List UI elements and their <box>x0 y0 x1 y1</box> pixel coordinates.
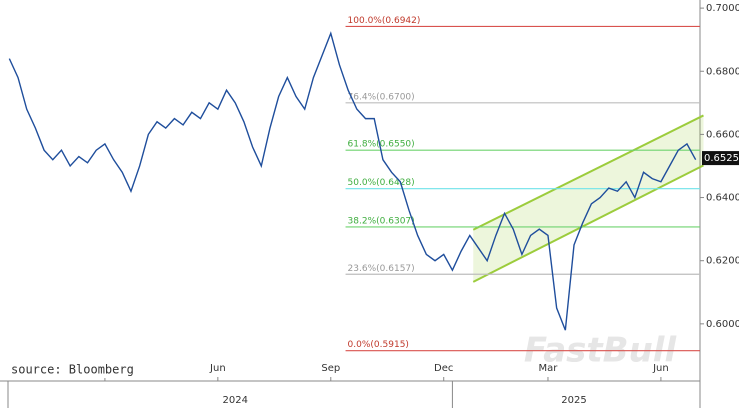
y-tick-label: 0.6000 <box>706 319 739 330</box>
channel-lower <box>472 164 704 283</box>
price-line <box>8 31 697 331</box>
y-tick-label: 0.6600 <box>706 129 739 140</box>
source-box <box>8 361 136 378</box>
x-tick-label: Jun <box>209 363 226 374</box>
fib-label: 76.4%(0.6700) <box>348 92 415 102</box>
y-tick-label: 0.6800 <box>706 66 739 77</box>
fib-label: 100.0%(0.6942) <box>348 16 421 26</box>
fib-label: 50.0%(0.6428) <box>348 178 415 188</box>
x-group-label: 2025 <box>561 395 586 406</box>
x-group-label: 2024 <box>222 395 247 406</box>
channel-fill <box>473 115 704 282</box>
y-tick-label: 0.6400 <box>706 193 739 204</box>
x-tick-label: Dec <box>434 363 453 374</box>
y-tick-label: 0.6200 <box>706 256 739 267</box>
channel-upper <box>472 114 704 231</box>
last-price-box <box>702 151 739 166</box>
x-tick-label: Mar <box>539 363 559 374</box>
fib-label: 23.6%(0.6157) <box>348 264 415 274</box>
source: source: Bloomberg <box>11 363 134 377</box>
x-tick-label: Jun <box>652 363 669 374</box>
x-tick-label: Sep <box>321 363 340 374</box>
fib-label: 38.2%(0.6307) <box>348 216 415 226</box>
fib-label: 0.0%(0.5915) <box>348 340 409 350</box>
y-tick-label: 0.7000 <box>706 3 739 14</box>
last-price-label: 0.6525 <box>704 153 739 164</box>
fib-label: 61.8%(0.6550) <box>348 140 415 150</box>
